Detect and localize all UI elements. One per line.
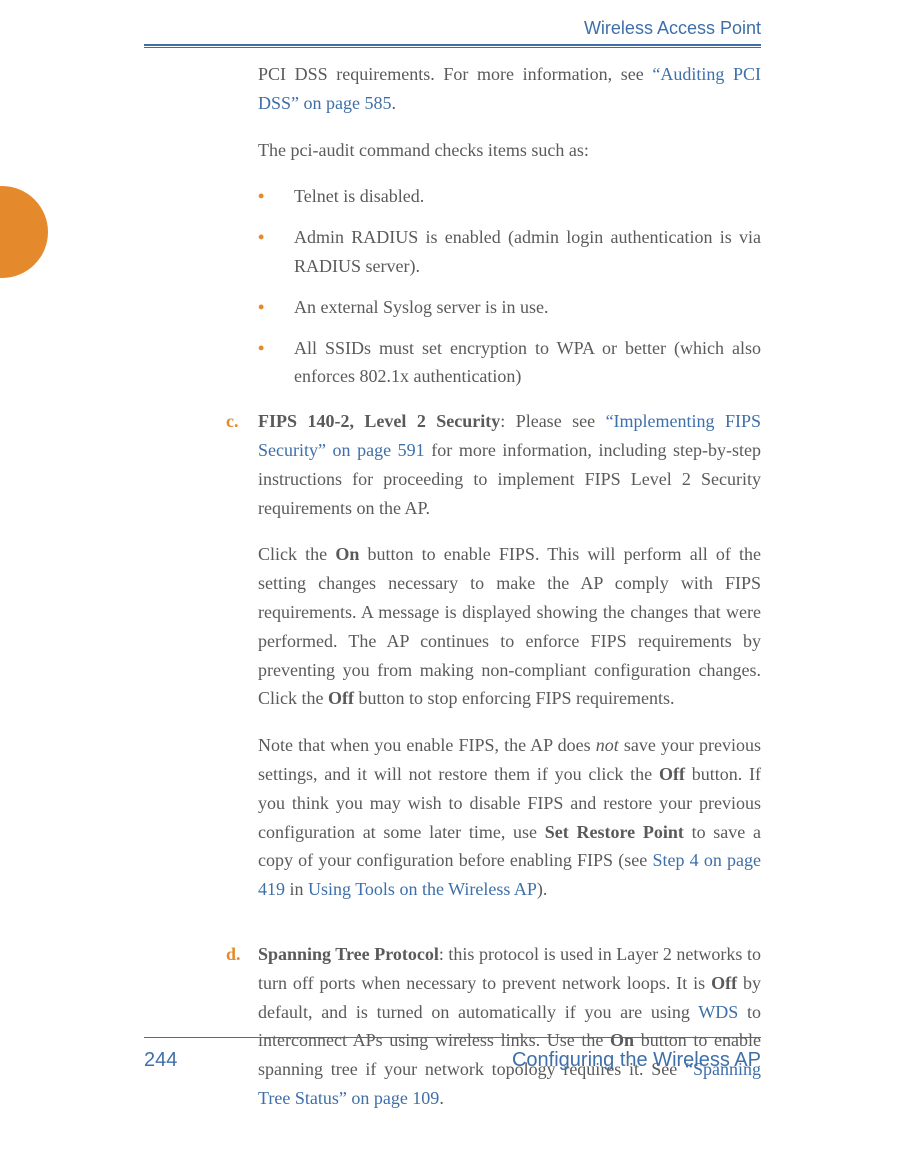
footer-section: Configuring the Wireless AP [512,1049,761,1072]
bullet-icon: • [258,223,294,281]
intro-text: PCI DSS requirements. For more informati… [258,64,652,84]
off-label: Off [328,688,354,708]
intro-paragraph: PCI DSS requirements. For more informati… [258,60,761,118]
set-restore-point: Set Restore Point [545,822,684,842]
bullet-icon: • [258,293,294,322]
header-rule-thin [144,47,761,48]
list-item: • Telnet is disabled. [258,182,761,211]
text: ). [537,879,548,899]
off-label: Off [659,764,685,784]
item-letter: d. [226,940,258,1131]
bullet-icon: • [258,182,294,211]
on-label: On [610,1030,634,1050]
intro-suffix: . [392,93,397,113]
link-using-tools[interactable]: Using Tools on the Wireless AP [308,879,537,899]
link-wds[interactable]: WDS [698,1002,738,1022]
item-d: d. Spanning Tree Protocol: this protocol… [226,940,761,1131]
text: button to enable FIPS. This will perform… [258,544,761,708]
bullet-text: Telnet is disabled. [294,182,761,211]
text: Note that when you enable FIPS, the AP d… [258,735,596,755]
footer-rule [144,1037,761,1038]
bullet-text: An external Syslog server is in use. [294,293,761,322]
on-label: On [335,544,359,564]
text: Click the [258,544,335,564]
item-c-p1: FIPS 140-2, Level 2 Security: Please see… [258,407,761,522]
header-title: Wireless Access Point [584,18,761,39]
checks-lead: The pci-audit command checks items such … [258,136,761,165]
item-c: c. FIPS 140-2, Level 2 Security: Please … [226,407,761,922]
bullet-text: All SSIDs must set encryption to WPA or … [294,334,761,392]
text: : Please see [500,411,605,431]
side-tab-decoration [0,186,48,278]
item-c-title: FIPS 140-2, Level 2 Security [258,411,500,431]
item-c-body: FIPS 140-2, Level 2 Security: Please see… [258,407,761,922]
item-d-title: Spanning Tree Protocol [258,944,439,964]
item-d-p1: Spanning Tree Protocol: this protocol is… [258,940,761,1113]
text: in [285,879,308,899]
item-letter: c. [226,407,258,922]
bullet-text: Admin RADIUS is enabled (admin login aut… [294,223,761,281]
list-item: • Admin RADIUS is enabled (admin login a… [258,223,761,281]
text: . [439,1088,444,1108]
off-label: Off [711,973,737,993]
header-rule [144,44,761,46]
list-item: • All SSIDs must set encryption to WPA o… [258,334,761,392]
item-d-body: Spanning Tree Protocol: this protocol is… [258,940,761,1131]
list-item: • An external Syslog server is in use. [258,293,761,322]
item-c-p2: Click the On button to enable FIPS. This… [258,540,761,713]
bullet-icon: • [258,334,294,392]
item-c-p3: Note that when you enable FIPS, the AP d… [258,731,761,904]
content-area: PCI DSS requirements. For more informati… [258,60,761,1149]
text: button to stop enforcing FIPS requiremen… [354,688,674,708]
page-number: 244 [144,1049,177,1072]
not-emphasis: not [596,735,619,755]
page: Wireless Access Point PCI DSS requiremen… [0,0,901,1114]
bullet-list: • Telnet is disabled. • Admin RADIUS is … [258,182,761,391]
